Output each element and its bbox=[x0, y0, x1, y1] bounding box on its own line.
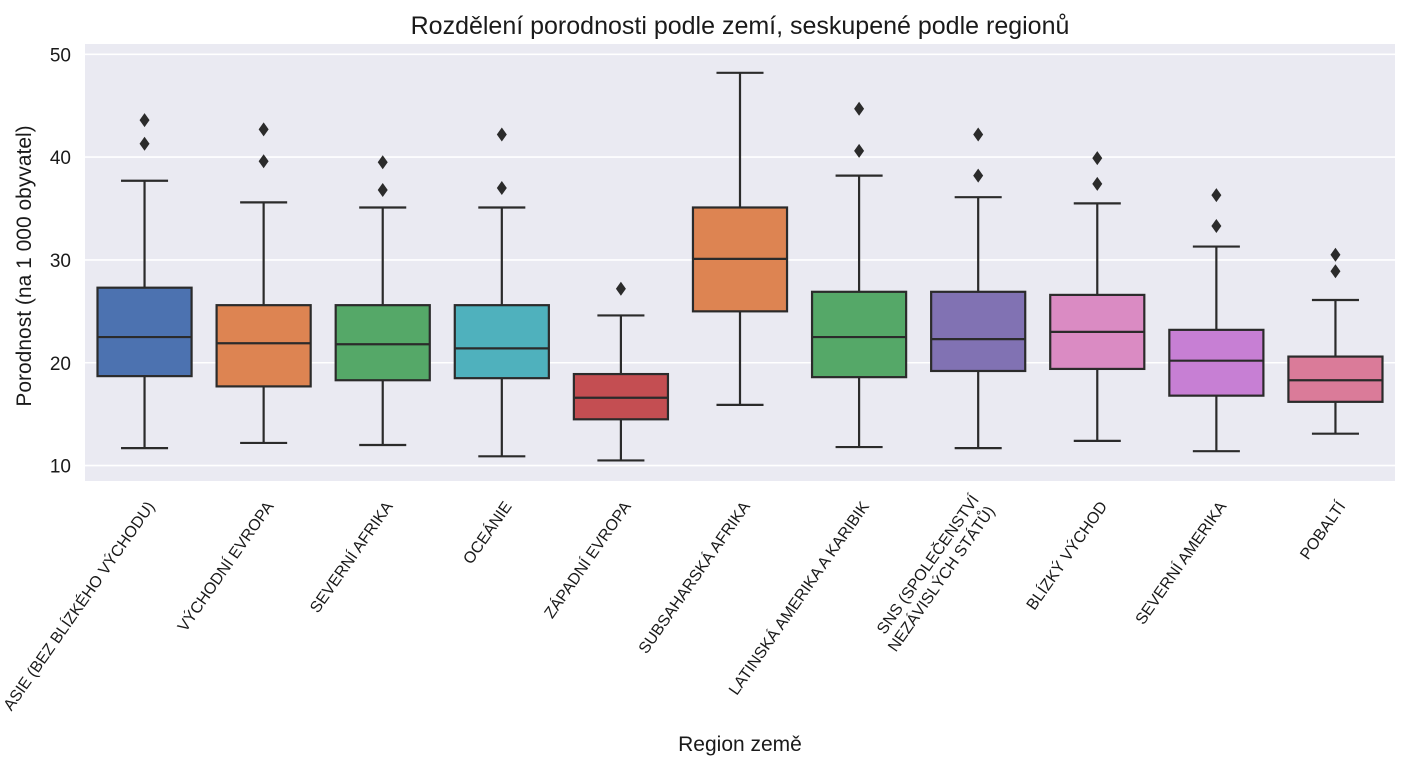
iqr-box bbox=[810, 290, 908, 379]
box-group bbox=[334, 155, 431, 447]
box-group bbox=[572, 281, 670, 462]
x-tick-label: OCEÁNIE bbox=[459, 498, 516, 568]
outlier-point bbox=[973, 127, 984, 142]
x-tick-label: ASIE (BEZ BLÍZKÉHO VÝCHODU) bbox=[0, 498, 158, 714]
x-tick-label-line: SEVERNÍ AMERIKA bbox=[1131, 497, 1230, 628]
outlier-point bbox=[1092, 176, 1103, 191]
outlier-point bbox=[258, 154, 269, 169]
x-tick-label-line: ASIE (BEZ BLÍZKÉHO VÝCHODU) bbox=[0, 498, 158, 714]
box-group bbox=[453, 127, 550, 458]
box-series bbox=[96, 71, 1384, 462]
box-group bbox=[1287, 247, 1384, 435]
x-tick-label-line: BLÍZKÝ VÝCHOD bbox=[1022, 498, 1111, 614]
outlier-point bbox=[496, 180, 507, 195]
outlier-point bbox=[1211, 188, 1222, 203]
box-group bbox=[1168, 188, 1265, 453]
x-tick-label-line: SUBSAHARSKÁ AFRIKA bbox=[634, 497, 754, 657]
x-tick-label: ZÁPADNÍ EVROPA bbox=[540, 497, 635, 621]
x-tick-label-line: LATINSKÁ AMERIKA A KARIBIK bbox=[724, 497, 873, 698]
box-group bbox=[810, 101, 908, 449]
x-tick-label-line: VÝCHODNÍ EVROPA bbox=[173, 497, 277, 635]
box-group bbox=[215, 122, 312, 445]
chart-title: Rozdělení porodnosti podle zemí, seskupe… bbox=[411, 12, 1070, 40]
x-tick-label: VÝCHODNÍ EVROPA bbox=[173, 497, 277, 635]
box-group bbox=[1049, 151, 1146, 442]
outlier-point bbox=[1330, 247, 1341, 262]
outlier-point bbox=[139, 136, 150, 151]
x-tick-label-line: POBALTÍ bbox=[1296, 497, 1350, 563]
outlier-point bbox=[854, 101, 865, 116]
iqr-box bbox=[215, 304, 312, 388]
x-tick-label-line: OCEÁNIE bbox=[459, 498, 516, 568]
x-tick-label: SEVERNÍ AMERIKA bbox=[1131, 497, 1230, 628]
outlier-point bbox=[377, 155, 388, 170]
box-group bbox=[691, 71, 789, 407]
x-tick-labels: ASIE (BEZ BLÍZKÉHO VÝCHODU) VÝCHODNÍ EVRO… bbox=[0, 491, 1350, 714]
y-axis-label: Porodnost (na 1 000 obyvatel) bbox=[13, 125, 36, 406]
x-tick-label-line: NEZÁVISLÝCH STÁTŮ) bbox=[884, 502, 999, 655]
outlier-point bbox=[1330, 264, 1341, 279]
outlier-point bbox=[139, 113, 150, 128]
x-tick-label: BLÍZKÝ VÝCHOD bbox=[1022, 498, 1111, 614]
iqr-box bbox=[453, 304, 550, 380]
iqr-box bbox=[96, 286, 193, 378]
outlier-point bbox=[496, 127, 507, 142]
outlier-point bbox=[377, 183, 388, 198]
y-tick-labels: 10 20 30 40 50 bbox=[50, 45, 71, 477]
y-tick-label: 10 bbox=[50, 457, 71, 478]
x-tick-label: SNS (SPOLEČENSTVÍNEZÁVISLÝCH STÁTŮ) bbox=[868, 491, 999, 655]
y-tick-label: 20 bbox=[50, 354, 71, 375]
x-tick-label-line: SNS (SPOLEČENSTVÍ bbox=[872, 491, 983, 638]
outlier-point bbox=[258, 122, 269, 137]
outlier-point bbox=[615, 281, 626, 296]
outlier-point bbox=[1211, 218, 1222, 233]
y-tick-label: 50 bbox=[50, 45, 71, 66]
x-tick-label: SEVERNÍ AFRIKA bbox=[306, 497, 397, 616]
outlier-point bbox=[973, 168, 984, 183]
box-group bbox=[96, 113, 193, 450]
y-tick-label: 30 bbox=[50, 251, 71, 272]
outlier-point bbox=[854, 143, 865, 158]
iqr-box bbox=[334, 304, 431, 382]
x-tick-label-line: ZÁPADNÍ EVROPA bbox=[540, 497, 635, 621]
x-tick-label: LATINSKÁ AMERIKA A KARIBIK bbox=[724, 497, 873, 698]
y-tick-label: 40 bbox=[50, 148, 71, 169]
iqr-box bbox=[1168, 328, 1265, 397]
outlier-point bbox=[1092, 151, 1103, 166]
x-axis-label: Region země bbox=[678, 733, 802, 756]
x-tick-label-line: SEVERNÍ AFRIKA bbox=[306, 497, 397, 616]
x-tick-label: POBALTÍ bbox=[1296, 497, 1350, 563]
x-tick-label: SUBSAHARSKÁ AFRIKA bbox=[634, 497, 754, 657]
iqr-box bbox=[930, 290, 1027, 373]
box-group bbox=[930, 127, 1027, 450]
